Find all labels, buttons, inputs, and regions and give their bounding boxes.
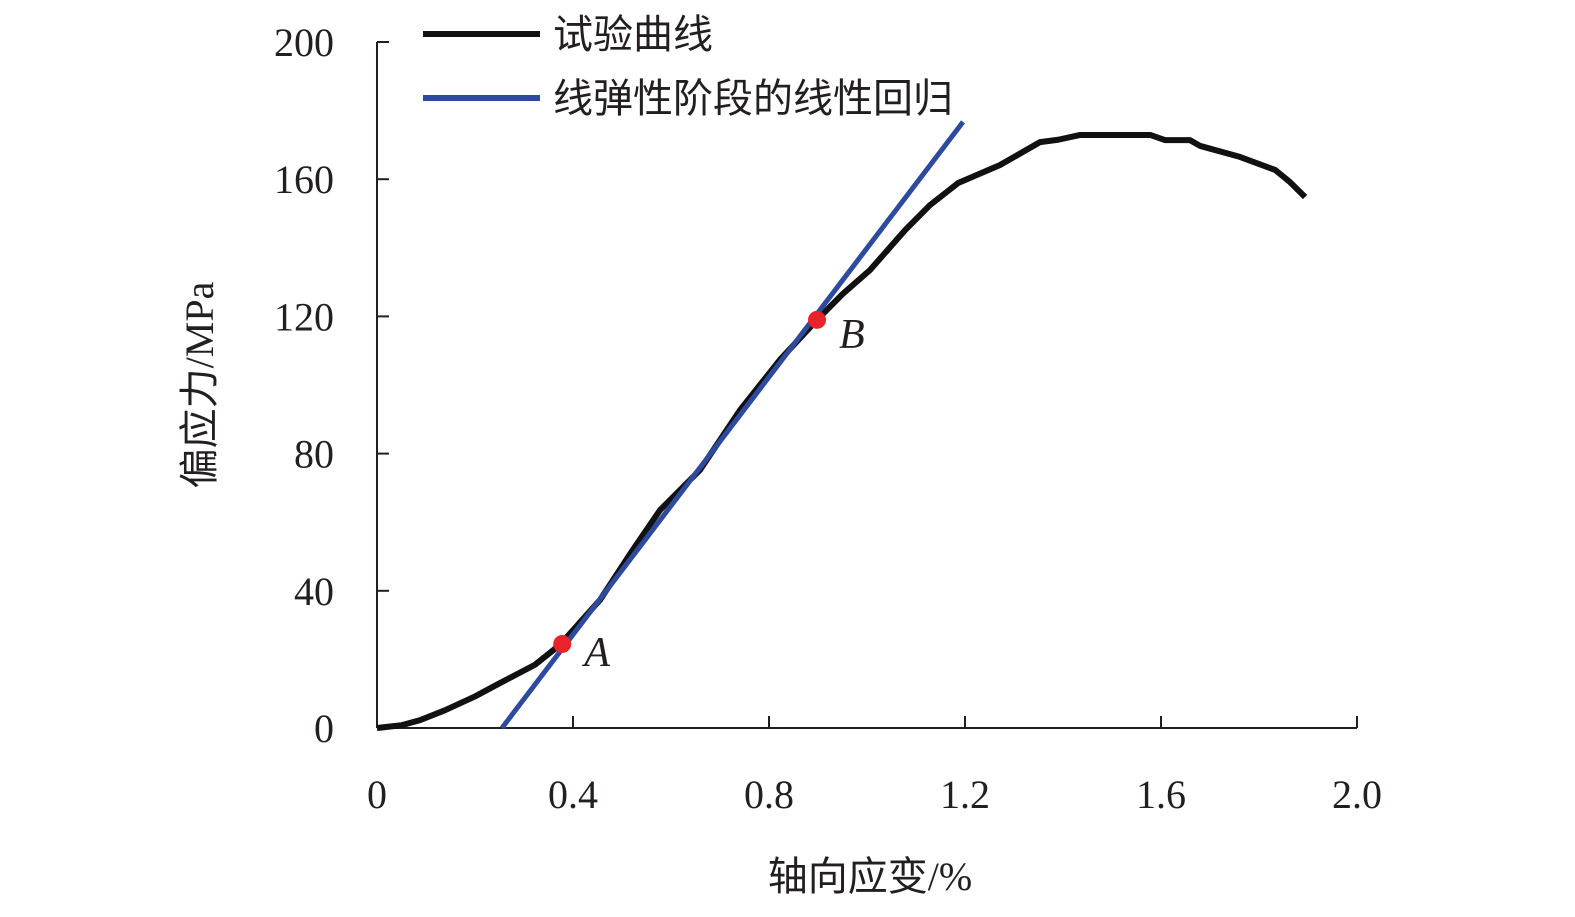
x-tick-label: 0 (367, 772, 387, 817)
axes: 0 0.4 0.8 1.2 1.6 2.0 0 40 80 120 160 200 (274, 20, 1382, 817)
y-tick-label: 40 (294, 569, 334, 614)
legend: 试验曲线 线弹性阶段的线性回归 (423, 12, 953, 121)
point-a-marker (553, 634, 572, 653)
legend-label-regression: 线弹性阶段的线性回归 (553, 76, 953, 121)
regression-line (499, 120, 966, 730)
point-a-label: A (581, 630, 610, 676)
y-tick-label: 0 (314, 706, 334, 751)
y-tick-label: 80 (294, 432, 334, 477)
y-tick-label: 120 (274, 294, 334, 339)
y-axis-label: 偏应力/MPa (177, 281, 222, 488)
x-tick-label: 0.8 (744, 772, 794, 817)
test-curve-line (376, 131, 1308, 731)
x-tick-label: 0.4 (548, 772, 598, 817)
point-b-marker (808, 310, 827, 329)
x-axis-label: 轴向应变/% (768, 854, 972, 899)
x-tick-label: 1.2 (940, 772, 990, 817)
y-tick-label: 160 (274, 157, 334, 202)
y-tick-label: 200 (274, 20, 334, 65)
series-group: AB (376, 120, 1308, 731)
x-tick-label: 1.6 (1136, 772, 1186, 817)
legend-label-test-curve: 试验曲线 (553, 12, 713, 57)
x-tick-label: 2.0 (1332, 772, 1382, 817)
point-b-label: B (839, 312, 865, 358)
